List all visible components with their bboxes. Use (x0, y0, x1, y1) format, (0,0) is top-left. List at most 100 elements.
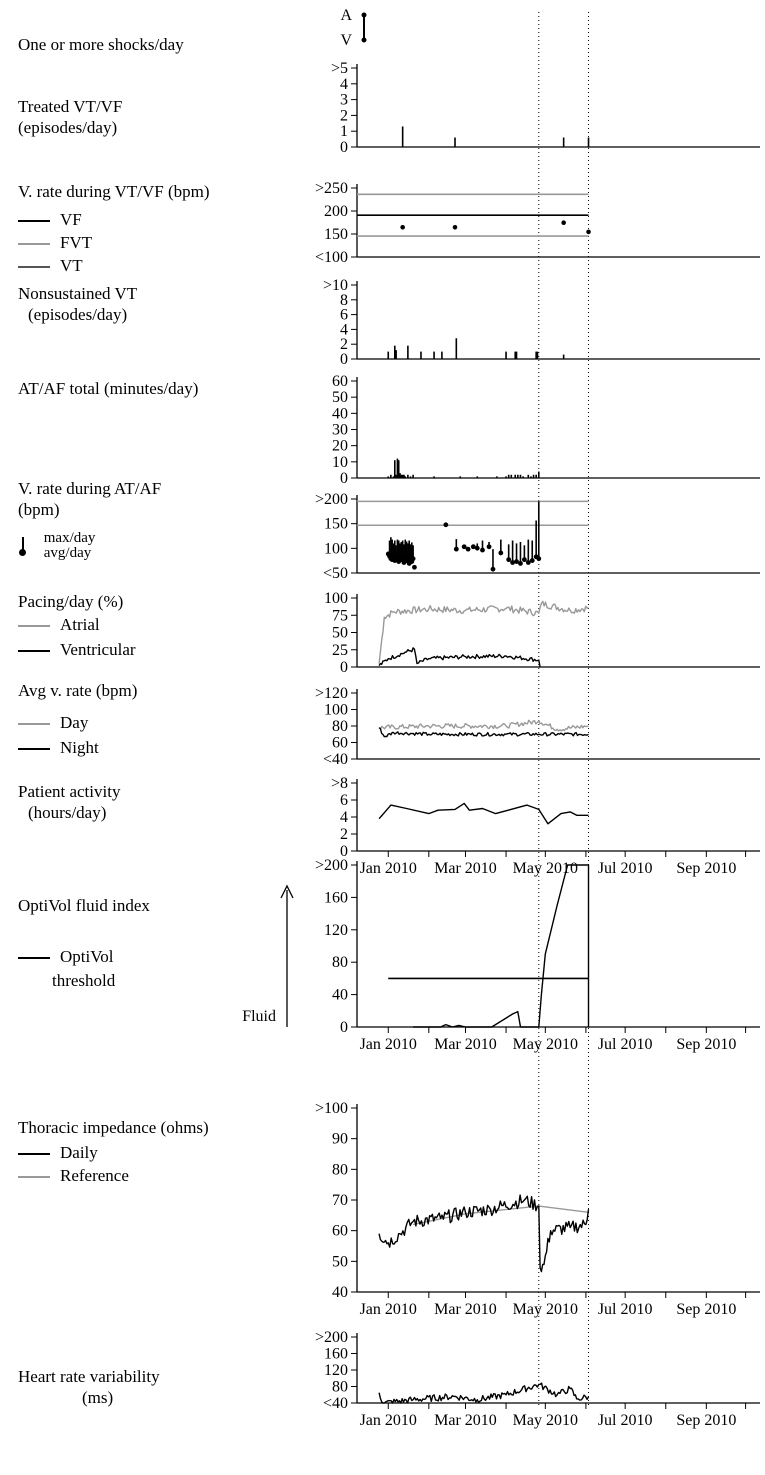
avg-point (525, 560, 531, 565)
series-line (413, 864, 590, 1028)
x-tick-label: Mar 2010 (434, 1036, 497, 1053)
legend-line-vf (18, 220, 50, 223)
activity-title: Patient activity (hours/day) (18, 781, 120, 823)
legend-line-reference (18, 1176, 50, 1179)
y-tick-label: >10 (323, 277, 348, 294)
y-tick-label: 0 (340, 470, 348, 487)
legend-label-daily: Daily (60, 1143, 98, 1162)
y-tick-label: 100 (324, 702, 348, 719)
y-tick-label: 2 (340, 107, 348, 124)
legend-line-atrial (18, 625, 50, 628)
avg-point (490, 566, 496, 572)
y-tick-label: 80 (332, 954, 348, 971)
legend-label-vf: VF (60, 210, 82, 229)
vrate-vtvf-title: V. rate during VT/VF (bpm) (18, 182, 210, 201)
x-tick-label: Jan 2010 (360, 860, 417, 877)
panel-vrate_vtvf: >250 200 150 <100 (315, 180, 760, 266)
panel-optivol: >200 160 120 80 40 0 Jan 2010 Mar 2010 May 2010 J… (242, 857, 760, 1053)
avg-point (536, 556, 542, 562)
hrv-title-line1: Heart rate variability (18, 1367, 160, 1386)
ataf-title: AT/AF total (minutes/day) (18, 379, 199, 398)
x-tick-label: Sep 2010 (676, 1301, 736, 1318)
y-tick-label: 80 (332, 1379, 348, 1396)
legend-label-reference: Reference (60, 1166, 129, 1185)
legend-line-night (18, 748, 50, 751)
y-tick-label: 50 (332, 1253, 348, 1270)
treated-title: Treated VT/VF (episodes/day) (18, 96, 122, 138)
y-tick-label: 2 (340, 826, 348, 843)
x-tick-label: May 2010 (513, 1036, 578, 1053)
legend-label-atrial: Atrial (60, 615, 100, 634)
avg-vrate-title: Avg v. rate (bpm) (18, 681, 138, 700)
series-line (378, 727, 589, 738)
y-tick-label: 160 (324, 1346, 348, 1363)
legend-label-night: Night (60, 738, 99, 757)
y-tick-label: 40 (332, 987, 348, 1004)
legend-line-vt (18, 266, 50, 269)
vrate-ataf-title-line1: V. rate during AT/AF (18, 479, 162, 498)
shocks-title: One or more shocks/day (18, 35, 184, 54)
y-tick-label: 8 (340, 292, 348, 309)
avg-point (461, 544, 467, 550)
legend-label-avg: avg/day (43, 545, 92, 561)
y-tick-label: >200 (315, 1329, 348, 1346)
y-tick-label: 2 (340, 336, 348, 353)
y-tick-label: 150 (324, 226, 348, 243)
y-tick-label: 60 (332, 735, 348, 752)
series-line (378, 647, 541, 668)
y-tick-label: 0 (340, 351, 348, 368)
x-tick-label: Jul 2010 (598, 1036, 653, 1053)
series-line (378, 1382, 590, 1404)
legend-label-day: Day (60, 713, 89, 732)
y-tick-label: 6 (340, 307, 348, 324)
avg-point (510, 560, 516, 565)
x-tick-label: Jan 2010 (360, 1412, 417, 1429)
activity-title-line2: (hours/day) (28, 803, 107, 822)
legend-line-optivol (18, 957, 50, 960)
x-tick-label: Sep 2010 (676, 1412, 736, 1429)
series-line (412, 1205, 589, 1226)
y-tick-label: 150 (324, 516, 348, 533)
panel-vrate_ataf: >200 150 100 <50 (315, 491, 760, 582)
avg-point (412, 564, 417, 570)
activity-title-line1: Patient activity (18, 782, 121, 801)
legend-label-max: max/day (43, 530, 96, 546)
data-point (561, 220, 566, 226)
x-tick-label: May 2010 (513, 1412, 578, 1429)
legend-line-ventricular (18, 650, 50, 653)
y-tick-label: 60 (332, 1223, 348, 1240)
x-tick-label: Jan 2010 (360, 1301, 417, 1318)
x-tick-label: Mar 2010 (434, 1301, 497, 1318)
y-tick-label: <100 (315, 249, 348, 266)
y-tick-label: 120 (324, 922, 348, 939)
hrv-title: Heart rate variability (ms) (18, 1366, 160, 1408)
y-tick-label: 70 (332, 1192, 348, 1209)
series-line (378, 600, 589, 664)
y-tick-label: 30 (332, 422, 348, 439)
pacing-title: Pacing/day (%) (18, 592, 124, 611)
y-tick-label: 0 (340, 1019, 348, 1036)
legend-daily: Daily (18, 1143, 98, 1163)
x-tick-label: Sep 2010 (676, 860, 736, 877)
series-line (378, 1194, 590, 1273)
y-tick-label: 80 (332, 718, 348, 735)
y-tick-label: 80 (332, 1161, 348, 1178)
y-tick-label: >200 (315, 491, 348, 508)
y-tick-label: 100 (324, 590, 348, 607)
avg-point (498, 550, 504, 556)
nsvt-title: Nonsustained VT (episodes/day) (18, 283, 137, 325)
avg-point (506, 557, 512, 563)
y-tick-label: 4 (340, 76, 348, 93)
data-point (586, 229, 591, 235)
nsvt-title-line2: (episodes/day) (28, 305, 128, 324)
legend-label-fvt: FVT (60, 233, 93, 252)
avg-point (465, 546, 471, 552)
y-tick-label: 20 (332, 438, 348, 455)
y-tick-label: 90 (332, 1131, 348, 1148)
y-tick-label: 3 (340, 92, 348, 109)
legend-vt: VT (18, 256, 83, 276)
data-point (400, 225, 405, 230)
max-avg-marker-icon (18, 531, 40, 565)
